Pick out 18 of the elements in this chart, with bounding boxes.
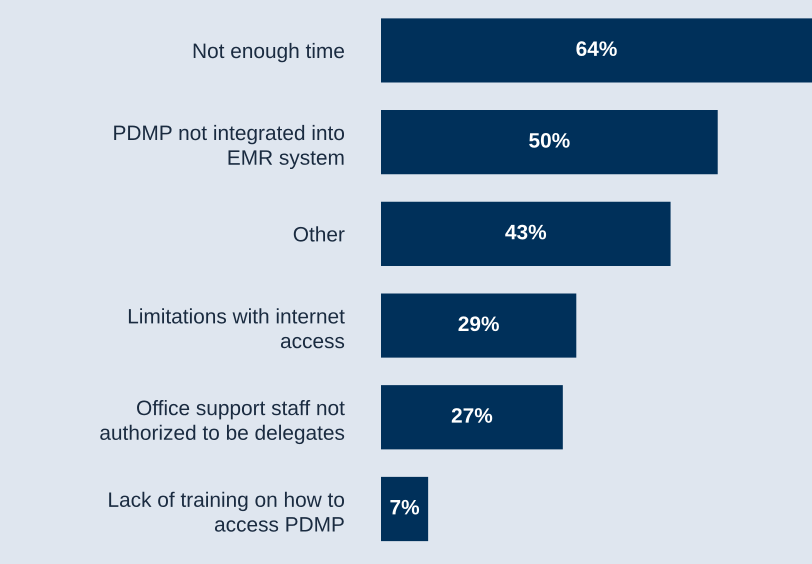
bar [381,18,812,83]
data-label: 29% [458,316,499,332]
data-label: 43% [505,224,546,240]
y-tick-label: Office support staff not authorized to be delegates [100,400,345,444]
data-label: 64% [576,41,617,56]
y-tick-label: Lack of training on how to access PDMP [109,492,344,532]
data-label: 27% [452,408,492,423]
bar [381,293,576,358]
data-label: 7% [390,500,420,515]
data-label: 50% [529,132,570,148]
y-tick-label: Not enough time [194,42,344,62]
bar [381,202,671,266]
y-tick-label: Other [294,226,345,242]
bar [381,385,563,450]
y-tick-label: Limitations with internet access [128,308,345,348]
bar [381,476,428,542]
y-tick-label: PDMP not integrated into EMR system [114,124,344,170]
bar [381,110,718,174]
